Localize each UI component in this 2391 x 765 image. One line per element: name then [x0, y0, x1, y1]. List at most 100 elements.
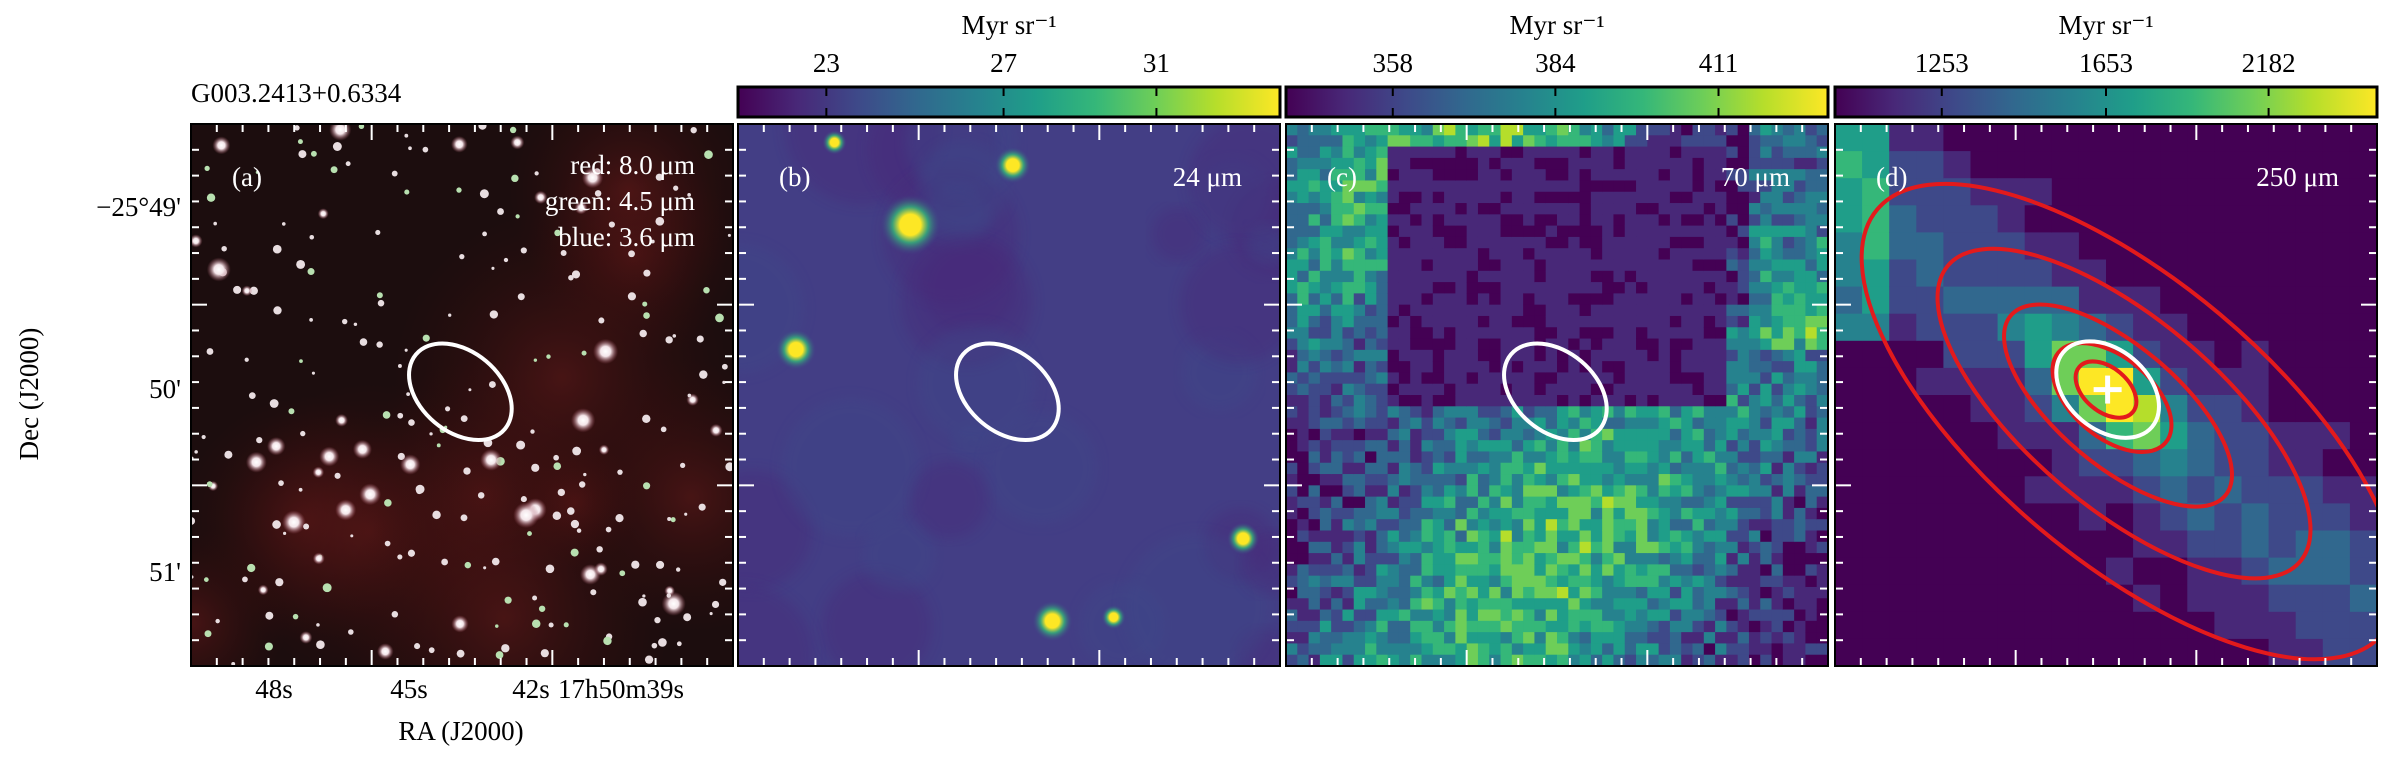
pixel — [1748, 632, 1761, 644]
pixel — [1353, 349, 1366, 362]
pixel — [2078, 286, 2107, 315]
pixel — [1545, 146, 1558, 159]
pixel — [1647, 135, 1660, 148]
pixel — [1681, 214, 1693, 227]
pixel — [1421, 327, 1434, 340]
pixel — [1613, 496, 1626, 509]
pixel — [1455, 395, 1468, 407]
pixel — [1760, 541, 1773, 554]
pixel — [1602, 146, 1614, 159]
pixel — [1771, 575, 1784, 588]
pixel — [1862, 449, 1890, 477]
pixel — [2133, 151, 2161, 179]
pixel — [1835, 340, 1863, 369]
pixel — [1715, 248, 1727, 260]
pixel — [1794, 564, 1806, 577]
pixel — [1568, 169, 1581, 181]
pixel — [1534, 575, 1547, 588]
star — [273, 306, 282, 315]
pixel — [1613, 451, 1626, 464]
pixel — [1805, 315, 1818, 328]
pixel — [1534, 643, 1547, 656]
pixel — [1432, 519, 1445, 531]
pixel — [1862, 367, 1890, 396]
pixel — [1432, 598, 1445, 611]
pixel — [1579, 553, 1592, 565]
pixel — [2349, 611, 2377, 640]
pixel — [1726, 349, 1739, 362]
pixel — [1410, 338, 1422, 351]
star — [241, 285, 253, 297]
star — [414, 643, 421, 650]
pixel — [1432, 338, 1445, 351]
pixel — [1466, 496, 1479, 509]
pixel — [1466, 451, 1479, 464]
star — [661, 591, 686, 616]
pixel — [1771, 304, 1784, 317]
colorbar-label: Myr sr⁻¹ — [2058, 10, 2153, 40]
pixel — [1726, 338, 1739, 351]
pixel — [1624, 609, 1637, 622]
pixel — [1816, 293, 1828, 306]
pixel — [1970, 557, 1999, 586]
pixel — [1624, 225, 1637, 238]
pixel — [1760, 598, 1773, 611]
pixel — [1669, 530, 1682, 543]
pixel — [1477, 564, 1490, 577]
pixel — [1297, 428, 1310, 441]
pixel — [1331, 395, 1343, 407]
pixel — [1511, 191, 1524, 204]
pixel — [1715, 304, 1727, 317]
pixel — [1557, 643, 1569, 656]
pixel — [1613, 440, 1626, 452]
pixel — [1748, 530, 1761, 543]
star — [553, 454, 559, 461]
pixel — [1862, 530, 1890, 559]
pixel — [1297, 474, 1310, 486]
pixel — [2051, 557, 2080, 586]
pixel — [1477, 474, 1490, 486]
pixel — [1602, 315, 1614, 328]
pixel — [1658, 474, 1671, 486]
pixel — [1748, 135, 1761, 148]
pixel — [1771, 146, 1784, 159]
pixel — [1331, 620, 1343, 633]
pixel — [1432, 609, 1445, 622]
star — [212, 136, 231, 155]
star — [288, 408, 295, 415]
pixel — [1319, 225, 1332, 238]
pixel — [1782, 338, 1795, 351]
pixel — [1805, 541, 1818, 554]
pixel — [1636, 530, 1648, 543]
pixel — [1715, 541, 1727, 554]
pixel — [1387, 406, 1400, 419]
pixel — [1737, 315, 1750, 328]
pixel — [1523, 157, 1535, 170]
pixel — [1997, 584, 2026, 613]
star — [398, 364, 402, 368]
pixel — [1943, 557, 1971, 586]
pixel — [1805, 417, 1818, 430]
pixel — [1557, 361, 1569, 373]
star — [704, 150, 713, 159]
pixel — [1726, 361, 1739, 373]
pixel — [1353, 203, 1366, 215]
pixel — [2349, 232, 2377, 260]
pixel — [2024, 259, 2053, 288]
pixel — [1387, 169, 1400, 181]
pixel — [1692, 451, 1705, 464]
pixel — [1703, 259, 1716, 272]
pixel — [1647, 406, 1660, 419]
star — [191, 234, 203, 248]
pixel — [1444, 361, 1456, 373]
pixel — [1308, 361, 1321, 373]
pixel — [1970, 313, 1999, 342]
pixel — [1692, 485, 1705, 498]
pixel — [1658, 451, 1671, 464]
pixel — [1771, 191, 1784, 204]
pixel — [1816, 643, 1828, 656]
pixel — [1805, 180, 1818, 193]
pixel — [1308, 315, 1321, 328]
star — [278, 480, 284, 486]
pixel — [1794, 383, 1806, 396]
